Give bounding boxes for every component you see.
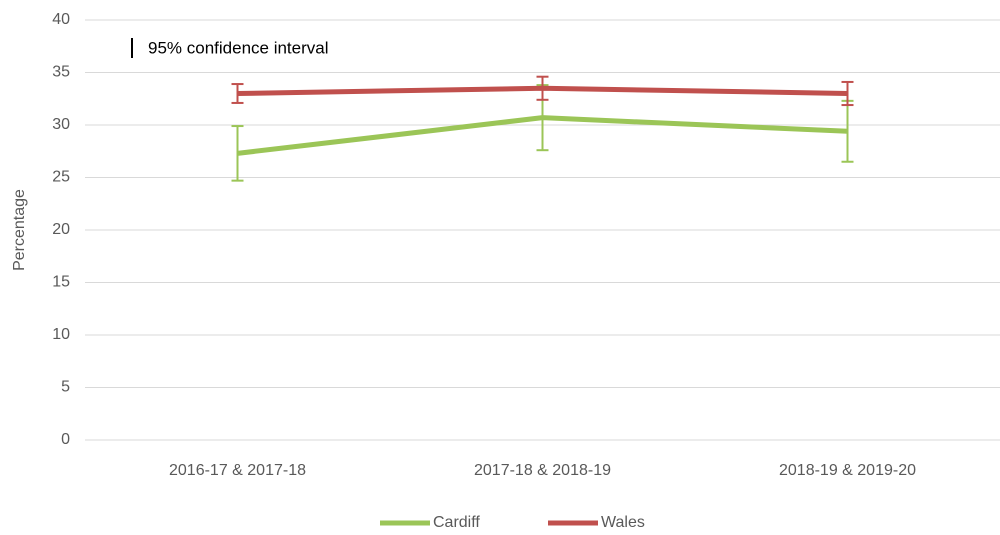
y-tick-label: 35 xyxy=(52,64,70,81)
legend-label: Wales xyxy=(601,514,645,531)
y-tick-label: 15 xyxy=(52,274,70,291)
y-tick-label: 5 xyxy=(61,379,70,396)
x-tick-label: 2016-17 & 2017-18 xyxy=(169,462,306,479)
annotation: 95% confidence interval xyxy=(148,38,329,57)
y-tick-label: 20 xyxy=(52,221,70,238)
y-tick-label: 10 xyxy=(52,326,70,343)
error-bar xyxy=(231,83,244,104)
legend-label: Cardiff xyxy=(433,514,480,531)
x-tick-label: 2018-19 & 2019-20 xyxy=(779,462,916,479)
x-tick-label: 2017-18 & 2018-19 xyxy=(474,462,611,479)
y-tick-label: 40 xyxy=(52,11,70,28)
error-bar xyxy=(231,125,244,182)
y-tick-label: 0 xyxy=(61,431,70,448)
y-tick-label: 30 xyxy=(52,116,70,133)
error-bar xyxy=(841,80,854,107)
error-bar xyxy=(536,75,549,101)
y-tick-label: 25 xyxy=(52,169,70,186)
y-axis-label: Percentage xyxy=(11,189,28,271)
